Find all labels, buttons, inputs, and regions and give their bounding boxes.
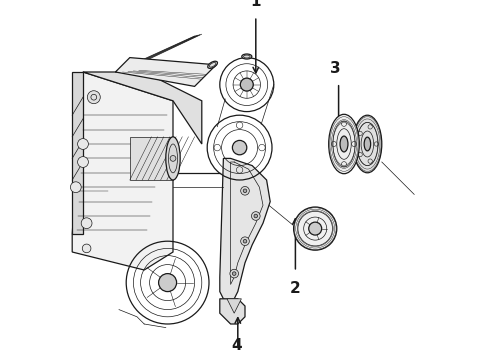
Text: 3: 3 — [330, 60, 341, 76]
Circle shape — [232, 140, 247, 155]
Ellipse shape — [166, 137, 180, 180]
Polygon shape — [83, 72, 202, 144]
Ellipse shape — [329, 114, 359, 174]
Polygon shape — [116, 58, 216, 86]
Polygon shape — [72, 72, 173, 270]
Text: 4: 4 — [232, 338, 243, 353]
Text: 1: 1 — [250, 0, 261, 9]
Circle shape — [240, 78, 253, 91]
Polygon shape — [227, 299, 242, 313]
Circle shape — [230, 269, 239, 278]
Circle shape — [232, 272, 236, 275]
Circle shape — [77, 157, 88, 167]
Polygon shape — [72, 72, 83, 234]
Circle shape — [254, 214, 258, 218]
Circle shape — [241, 237, 249, 246]
Ellipse shape — [353, 115, 382, 173]
Circle shape — [82, 244, 91, 253]
Circle shape — [309, 222, 321, 235]
Circle shape — [87, 91, 100, 104]
Circle shape — [81, 218, 92, 229]
Polygon shape — [220, 299, 245, 324]
Circle shape — [241, 186, 249, 195]
Circle shape — [294, 207, 337, 250]
Ellipse shape — [208, 61, 218, 68]
Circle shape — [251, 212, 260, 220]
Ellipse shape — [340, 136, 348, 152]
Text: 2: 2 — [290, 281, 301, 296]
Polygon shape — [220, 158, 270, 302]
Circle shape — [77, 139, 88, 149]
Circle shape — [159, 274, 176, 292]
Circle shape — [170, 156, 176, 161]
Circle shape — [243, 189, 247, 193]
Circle shape — [243, 239, 247, 243]
Polygon shape — [130, 137, 173, 180]
Circle shape — [71, 182, 81, 193]
Ellipse shape — [242, 54, 252, 59]
Ellipse shape — [364, 137, 370, 151]
